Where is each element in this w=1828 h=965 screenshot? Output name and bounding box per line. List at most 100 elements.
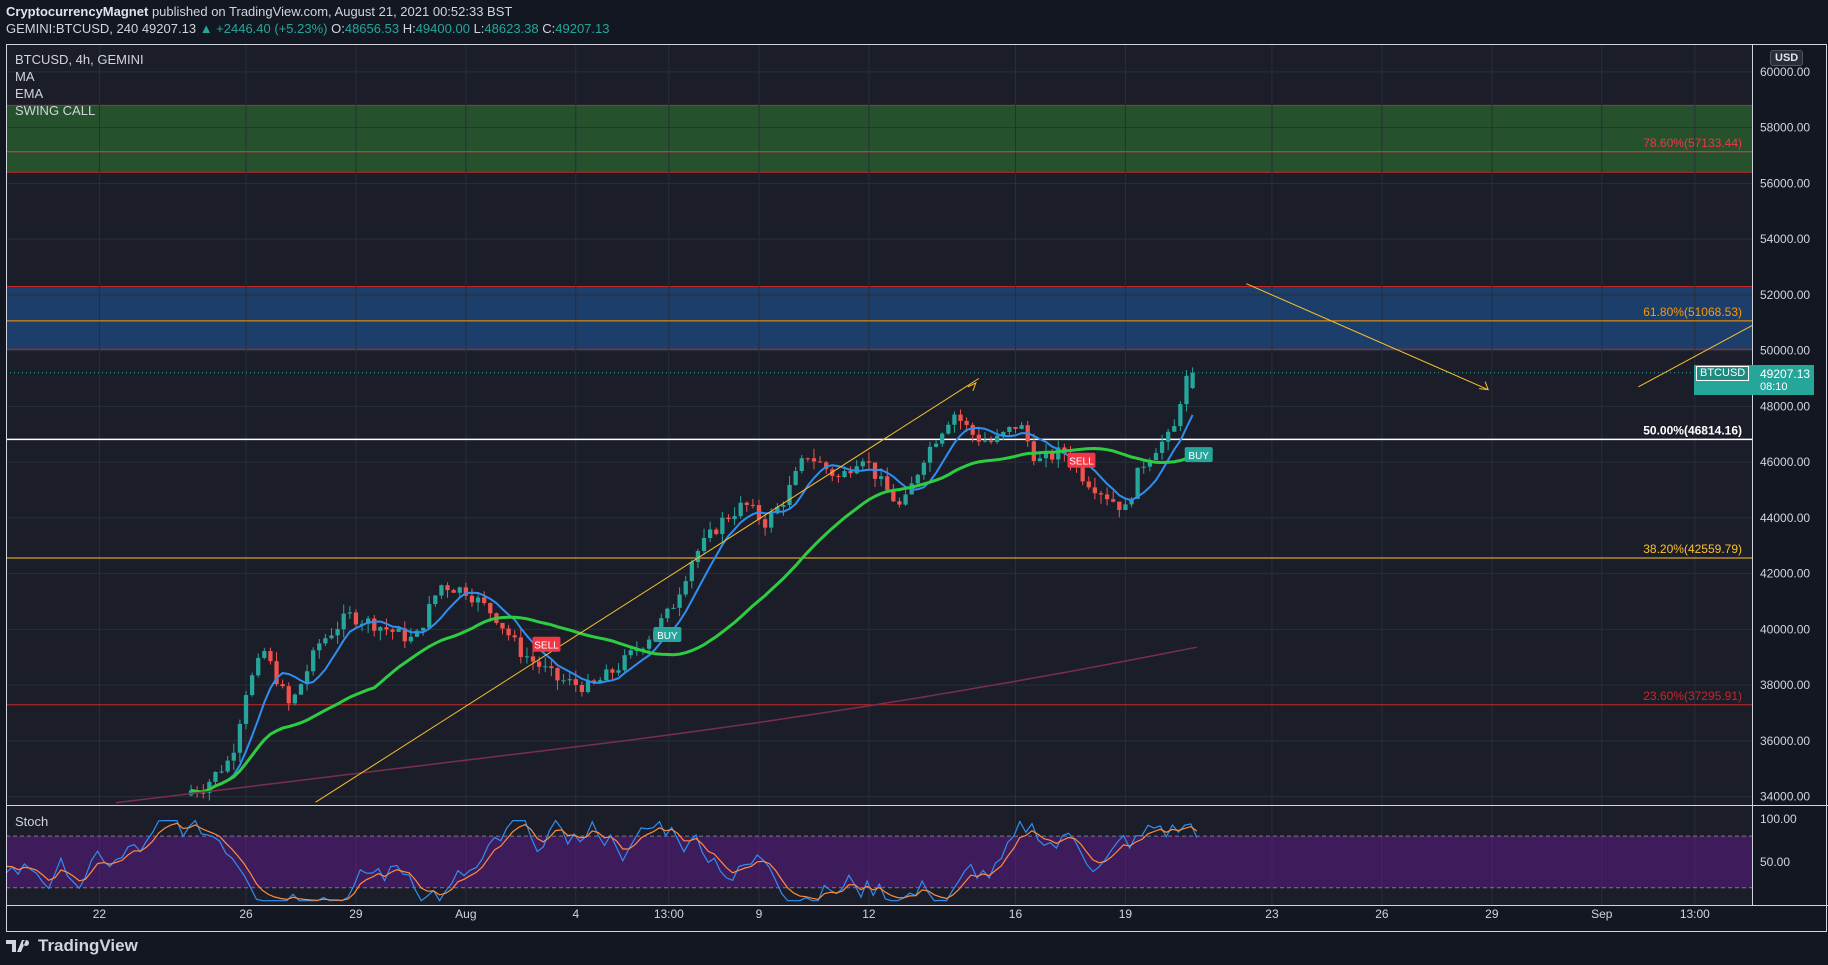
bar-countdown: 08:10 <box>1760 381 1788 393</box>
candle <box>427 604 432 628</box>
candle <box>628 650 633 656</box>
candle <box>573 679 578 685</box>
x-tick-label: 26 <box>1375 907 1389 921</box>
stoch-d-line <box>5 822 1198 901</box>
candle <box>933 443 939 447</box>
current-symbol: BTCUSD <box>1696 366 1750 381</box>
candle <box>390 629 395 632</box>
candle <box>738 502 743 517</box>
legend-ma[interactable]: MA <box>15 69 35 84</box>
candle <box>646 639 652 649</box>
signal-label: BUY <box>657 631 678 642</box>
candle <box>207 781 212 793</box>
candle <box>1117 501 1122 510</box>
candle <box>335 629 340 636</box>
x-tick-label: 12 <box>862 907 876 921</box>
candle <box>1098 493 1104 495</box>
candle <box>1166 431 1171 442</box>
y-tick-label: 38000.00 <box>1760 678 1810 692</box>
close-value: 49207.13 <box>555 21 610 36</box>
candle <box>836 475 841 477</box>
chart-header: CryptocurrencyMagnet published on Tradin… <box>0 0 1828 42</box>
y-tick-label: 50000.00 <box>1760 344 1810 358</box>
candle <box>555 668 560 681</box>
ma-long-line <box>115 646 1198 804</box>
candle <box>689 562 694 582</box>
candle <box>1056 447 1061 460</box>
candle <box>249 675 255 696</box>
candle <box>927 446 933 463</box>
candle <box>256 657 261 676</box>
candle <box>1049 451 1055 460</box>
candle <box>1129 498 1134 505</box>
signal-label: BUY <box>1188 451 1209 462</box>
candle <box>482 597 487 604</box>
zone-green <box>6 105 1752 173</box>
candle <box>885 476 890 490</box>
candle <box>952 414 957 425</box>
y-tick-label: 40000.00 <box>1760 622 1810 636</box>
candle <box>414 630 420 637</box>
candle <box>378 627 383 631</box>
projection-line <box>1246 283 1489 391</box>
signal-sell: SELL <box>532 636 561 652</box>
candle <box>512 635 517 638</box>
candle <box>408 636 414 642</box>
x-tick-label: 13:00 <box>654 907 684 921</box>
candle <box>915 474 920 484</box>
y-tick-label: 60000.00 <box>1760 65 1810 79</box>
low-value: 48623.38 <box>484 21 539 36</box>
candle <box>317 643 322 651</box>
candle <box>665 608 670 619</box>
y-tick-label: 58000.00 <box>1760 121 1810 135</box>
author-name[interactable]: CryptocurrencyMagnet <box>6 4 149 19</box>
y-tick-label: 44000.00 <box>1760 511 1810 525</box>
tradingview-logo[interactable]: TradingView <box>6 936 138 956</box>
candle <box>976 434 981 442</box>
candle <box>921 462 927 475</box>
candle <box>671 607 676 609</box>
x-tick-label: 4 <box>572 907 579 921</box>
y-tick-label: 56000.00 <box>1760 176 1810 190</box>
candle <box>188 790 194 796</box>
legend-swing-call[interactable]: SWING CALL <box>15 103 96 118</box>
candle <box>866 461 872 463</box>
candle <box>231 752 236 761</box>
candle <box>524 656 530 658</box>
candle <box>243 695 249 724</box>
stoch-tick-label: 50.00 <box>1760 855 1790 869</box>
stoch-k-line <box>5 819 1198 902</box>
signal-label: SELL <box>1069 457 1094 468</box>
candle <box>1141 466 1146 468</box>
fib-label: 50.00%(46814.16) <box>1643 423 1742 437</box>
candle <box>805 458 810 460</box>
candle <box>732 516 737 520</box>
candle <box>750 504 756 506</box>
x-tick-label: 29 <box>349 907 363 921</box>
high-label: H: <box>402 21 416 36</box>
last-price: 49207.13 <box>141 21 197 36</box>
open-label: O: <box>331 21 345 36</box>
candle <box>451 590 456 593</box>
candle <box>1111 499 1116 502</box>
legend-stoch[interactable]: Stoch <box>15 814 49 829</box>
candle <box>329 635 334 639</box>
candle <box>604 669 609 681</box>
projection-arrowhead <box>1479 381 1489 391</box>
candle <box>372 618 377 631</box>
currency-badge[interactable]: USD <box>1770 50 1804 66</box>
candle <box>445 585 450 591</box>
candle <box>561 680 566 682</box>
legend-title: BTCUSD, 4h, GEMINI <box>15 52 144 67</box>
signal-buy: BUY <box>1184 447 1213 463</box>
candle <box>891 489 896 502</box>
legend-ema[interactable]: EMA <box>15 86 44 101</box>
ma-slow-line <box>190 446 1194 794</box>
candle <box>567 679 572 681</box>
candle <box>463 587 468 596</box>
candle <box>860 461 865 467</box>
candle <box>537 661 542 667</box>
stoch-pane-background <box>6 806 1752 905</box>
candle <box>366 618 371 624</box>
